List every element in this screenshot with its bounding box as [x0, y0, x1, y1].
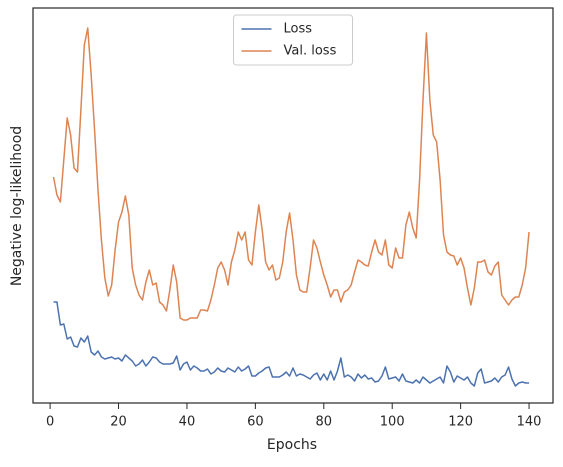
line-series [53, 301, 530, 387]
y-axis-label: Negative log-likelihood [9, 126, 25, 286]
legend-box [233, 14, 353, 66]
x-tick-label: 40 [179, 415, 196, 430]
x-tick-label: 20 [110, 415, 127, 430]
x-tick-label: 100 [380, 415, 405, 430]
x-tick-label: 80 [316, 415, 333, 430]
legend-label: Val. loss [284, 44, 337, 59]
x-axis-label: Epochs [267, 437, 317, 453]
x-tick-label: 140 [517, 415, 542, 430]
line-series [52, 27, 530, 321]
plot-frame [32, 7, 554, 404]
x-tick-label: 0 [46, 415, 54, 430]
x-tick-label: 60 [247, 415, 264, 430]
x-tick-label: 120 [448, 415, 473, 430]
legend-label: Loss [284, 22, 313, 37]
